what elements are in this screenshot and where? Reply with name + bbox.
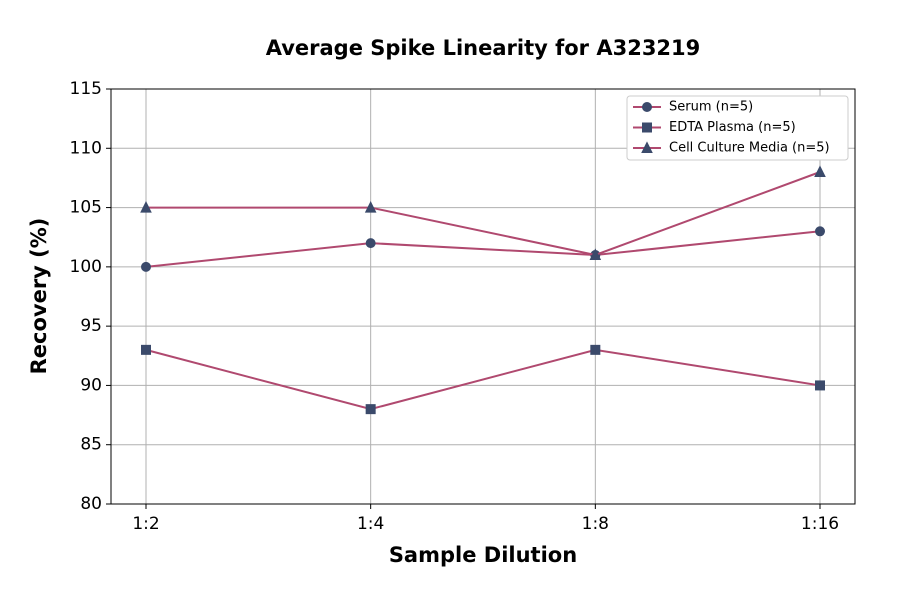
marker: [814, 165, 826, 177]
y-tick-label: 100: [70, 257, 102, 277]
series-line: [145, 348, 821, 411]
marker: [589, 248, 602, 260]
plot-frame: [110, 88, 856, 505]
x-tick-label: 1:8: [582, 514, 609, 534]
marker: [364, 200, 377, 213]
y-tick-label: 105: [70, 198, 102, 218]
chart-title: Average Spike Linearity for A323219: [266, 36, 701, 60]
x-axis-label: Sample Dilution: [389, 543, 577, 567]
legend-label: Cell Culture Media (n=5): [669, 141, 830, 156]
series-line: [146, 171, 821, 257]
marker: [365, 404, 376, 415]
legend-box: [626, 95, 849, 161]
legend-label: EDTA Plasma (n=5): [669, 120, 796, 135]
marker: [141, 344, 151, 355]
marker: [642, 102, 652, 112]
legend: Serum (n=5) EDTA Plasma (n=5) Cell Culture…: [626, 95, 849, 161]
marker: [365, 238, 376, 249]
marker: [815, 380, 825, 391]
y-axis-label: Recovery (%): [27, 218, 51, 375]
x-tick-label: 1:2: [132, 514, 159, 534]
y-tick-label: 110: [70, 138, 102, 158]
y-tick-label: 95: [80, 316, 102, 336]
series-line: [145, 230, 821, 268]
x-tick-label: 1:16: [801, 514, 839, 534]
marker: [815, 226, 825, 237]
x-tick-label: 1:4: [357, 514, 384, 534]
y-tick-label: 80: [80, 494, 102, 514]
y-tick-label: 115: [70, 79, 102, 99]
y-tick-label: 85: [80, 435, 102, 455]
marker: [141, 261, 151, 272]
marker: [642, 122, 652, 133]
marker: [590, 344, 601, 355]
plot: [140, 165, 826, 415]
legend-label: Serum (n=5): [669, 100, 753, 115]
y-tick-label: 90: [80, 375, 102, 395]
marker: [140, 200, 152, 213]
marker: [641, 141, 653, 153]
